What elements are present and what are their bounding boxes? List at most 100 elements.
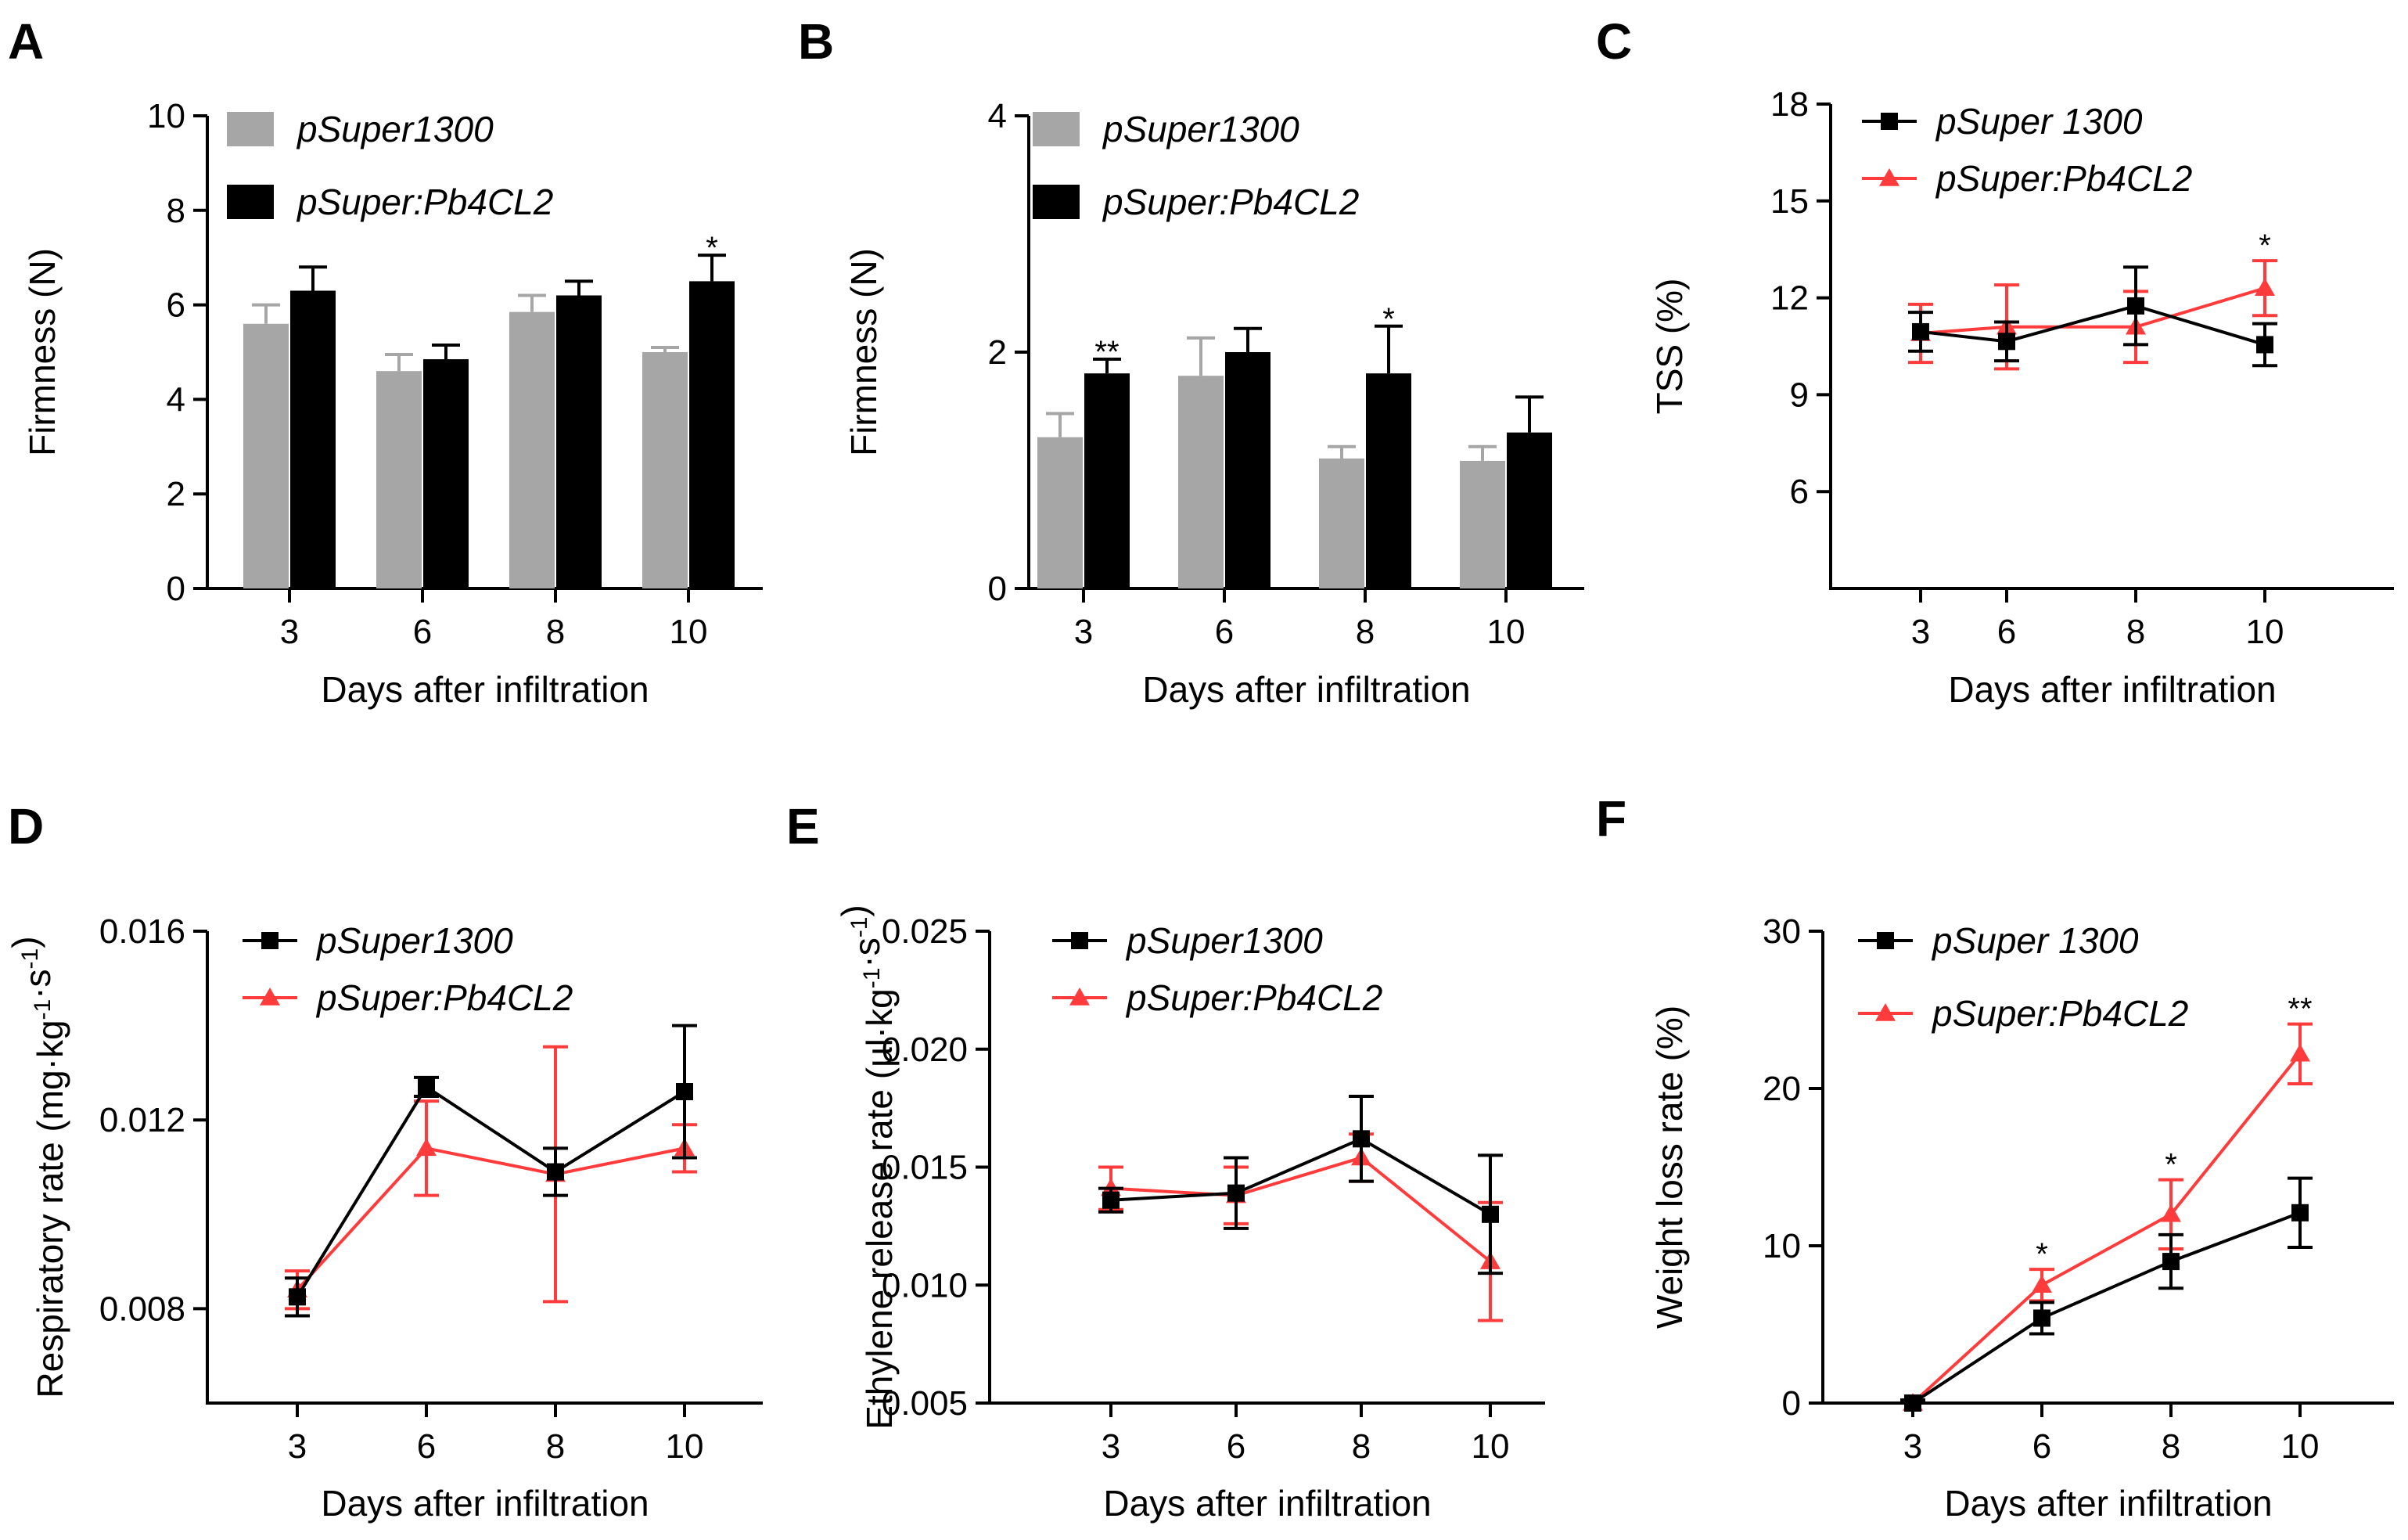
bar (1037, 437, 1083, 588)
legend-marker (1875, 1003, 1896, 1021)
y-tick-label: 4 (988, 97, 1007, 135)
x-tick-label: 10 (2281, 1427, 2320, 1466)
y-tick-label: 2 (988, 333, 1007, 372)
legend-marker (261, 932, 279, 949)
series-line (1911, 1052, 2302, 1405)
panel-c: C 6 9 12 15 18 3 6 8 10 Days after infiltration TSS… (1596, 13, 2394, 710)
x-tick-label: 8 (546, 613, 565, 651)
legend-marker (260, 988, 280, 1006)
x-tick-label: 8 (1352, 1427, 1371, 1466)
significance-mark: * (2165, 1148, 2177, 1182)
y-tick-label: 0 (1782, 1384, 1801, 1423)
series-line (1920, 304, 2266, 347)
legend-swatch (1033, 112, 1080, 146)
y-tick-label: 20 (1763, 1070, 1801, 1108)
legend-marker (1879, 168, 1899, 186)
bar (243, 323, 289, 588)
x-tick-label: 8 (2162, 1427, 2180, 1466)
data-point (547, 1163, 564, 1181)
y-axis-title: Firmness (N) (843, 248, 884, 456)
legend-label: pSuper1300 (1102, 109, 1299, 149)
series-line (296, 1146, 685, 1291)
legend-label: pSuper1300 (296, 109, 494, 149)
x-tick-label: 6 (1215, 613, 1234, 651)
legend-swatch (1033, 185, 1080, 219)
x-tick-label: 10 (2246, 613, 2284, 651)
data-point (2256, 336, 2273, 354)
x-axis-title: Days after infiltration (1142, 669, 1470, 710)
data-point (2290, 1043, 2310, 1062)
y-axis-title: Weight loss rate (%) (1649, 1006, 1690, 1329)
bar (1366, 373, 1411, 588)
legend-label: pSuper:Pb4CL2 (1931, 993, 2188, 1034)
significance-mark: * (1382, 302, 1395, 336)
legend-label: pSuper1300 (315, 920, 513, 961)
bar (642, 352, 688, 588)
x-tick-label: 8 (2126, 613, 2145, 651)
series-line (1110, 1156, 1492, 1263)
legend-label: pSuper:Pb4CL2 (1125, 977, 1382, 1018)
x-tick-label: 6 (417, 1427, 436, 1466)
data-point (1102, 1191, 1120, 1209)
data-point (1998, 333, 2015, 351)
panel-letter: A (8, 13, 44, 70)
significance-mark: ** (2288, 992, 2312, 1027)
y-tick-label: 15 (1770, 182, 1809, 221)
y-axis-title: Respiratory rate (mg·kg-1·s-1) (5, 936, 70, 1398)
legend-marker (1071, 932, 1088, 949)
data-point (416, 1138, 437, 1157)
data-point (1353, 1130, 1370, 1148)
bar (509, 311, 555, 588)
y-tick-label: 4 (167, 380, 185, 419)
significance-mark: * (706, 231, 718, 265)
bar (1225, 352, 1270, 588)
y-tick-label: 6 (167, 286, 185, 325)
x-tick-label: 10 (666, 1427, 704, 1466)
y-tick-label: 2 (167, 475, 185, 513)
significance-mark: * (2259, 228, 2271, 263)
series-line (296, 1085, 686, 1298)
panel-letter: F (1596, 790, 1626, 847)
y-axis-title: TSS (%) (1649, 279, 1690, 415)
x-axis-title: Days after infiltration (1103, 1483, 1431, 1524)
panel-b: B 0 2 4 3 6 8 10 Days after infiltration Firmness… (798, 13, 1584, 710)
panel-letter: D (8, 798, 44, 855)
panel-e: E 0.005 0.010 0.015 0.020 0.025 3 6 8 10 Days afte… (786, 798, 1545, 1524)
x-axis-title: Days after infiltration (1948, 669, 2276, 710)
x-tick-label: 3 (288, 1427, 307, 1466)
bar (1507, 432, 1552, 588)
x-tick-label: 3 (1102, 1427, 1120, 1466)
legend-swatch (227, 112, 274, 146)
x-tick-label: 10 (670, 613, 708, 651)
panel-a: A 0 2 4 6 8 10 3 6 8 10 Days after infiltration Firm… (8, 13, 763, 710)
data-point (2033, 1309, 2050, 1327)
bar (376, 371, 422, 588)
data-point (1482, 1205, 1499, 1223)
legend-marker (1881, 113, 1898, 130)
data-point (2127, 297, 2144, 315)
significance-mark: * (2036, 1237, 2048, 1272)
series-line (1110, 1137, 1492, 1216)
legend-label: pSuper1300 (1125, 920, 1323, 961)
x-tick-label: 3 (1911, 613, 1930, 651)
legend-label: pSuper:Pb4CL2 (315, 977, 573, 1018)
y-tick-label: 9 (1790, 376, 1809, 414)
y-tick-label: 0.005 (882, 1384, 968, 1423)
y-tick-label: 0 (167, 570, 185, 608)
y-axis-title: Ethylene release rate (µl·kg-1·s-1) (834, 905, 900, 1429)
y-tick-label: 0.008 (99, 1290, 185, 1328)
legend-label: pSuper:Pb4CL2 (1935, 158, 2192, 199)
y-tick-label: 8 (167, 192, 185, 230)
data-point (676, 1083, 693, 1101)
data-point (2161, 1204, 2181, 1222)
y-tick-label: 0 (988, 570, 1007, 608)
x-axis-title: Days after infiltration (321, 1483, 649, 1524)
x-tick-label: 3 (280, 613, 299, 651)
legend-label: pSuper 1300 (1935, 101, 2143, 142)
panel-d: D 0.008 0.012 0.016 3 6 8 10 Days after infiltra… (5, 798, 763, 1524)
bar (290, 290, 336, 588)
bar (1460, 460, 1505, 588)
data-point (289, 1288, 306, 1306)
panel-letter: C (1596, 13, 1632, 70)
